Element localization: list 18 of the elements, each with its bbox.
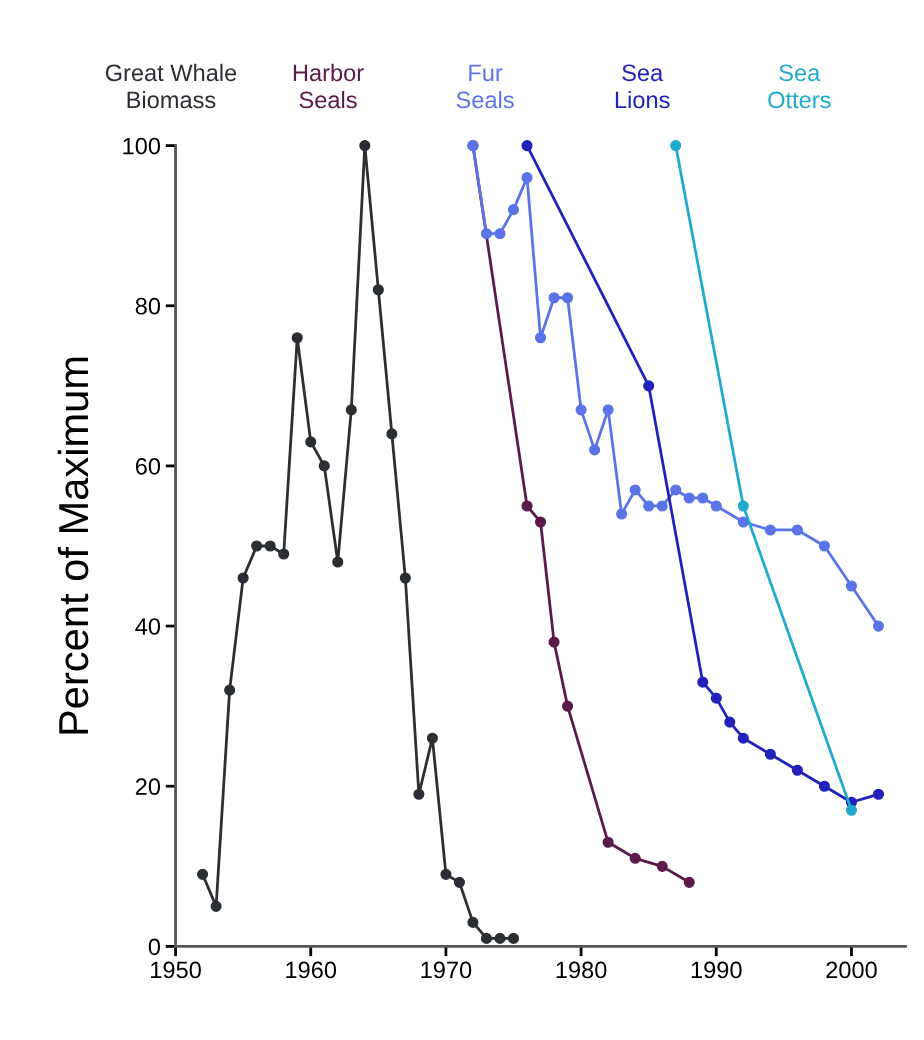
y-tick-label: 40	[135, 618, 161, 635]
x-tick-label: 1950	[151, 961, 201, 979]
x-tick-label: 1980	[556, 961, 607, 979]
x-tick-label: 1970	[421, 961, 472, 979]
text: Sea Otters	[768, 64, 831, 109]
y-tick-label: 80	[135, 297, 161, 315]
text: Sea Lions	[615, 64, 670, 109]
y-tick-label: 60	[135, 457, 161, 475]
x-tick-label: 1990	[691, 961, 742, 979]
text: Harbor Seals	[293, 63, 364, 109]
y-tick-label: 20	[135, 778, 161, 796]
y-tick-label: 0	[148, 938, 161, 956]
x-tick-label: 1960	[286, 961, 337, 979]
text: Great Whale Biomass	[105, 63, 237, 109]
y-tick-label: 100	[123, 137, 161, 155]
y-axis-title: Percent of Maximum	[57, 357, 89, 734]
series-label: Fur Seals	[456, 64, 514, 109]
x-tick-label: 2000	[826, 961, 877, 979]
